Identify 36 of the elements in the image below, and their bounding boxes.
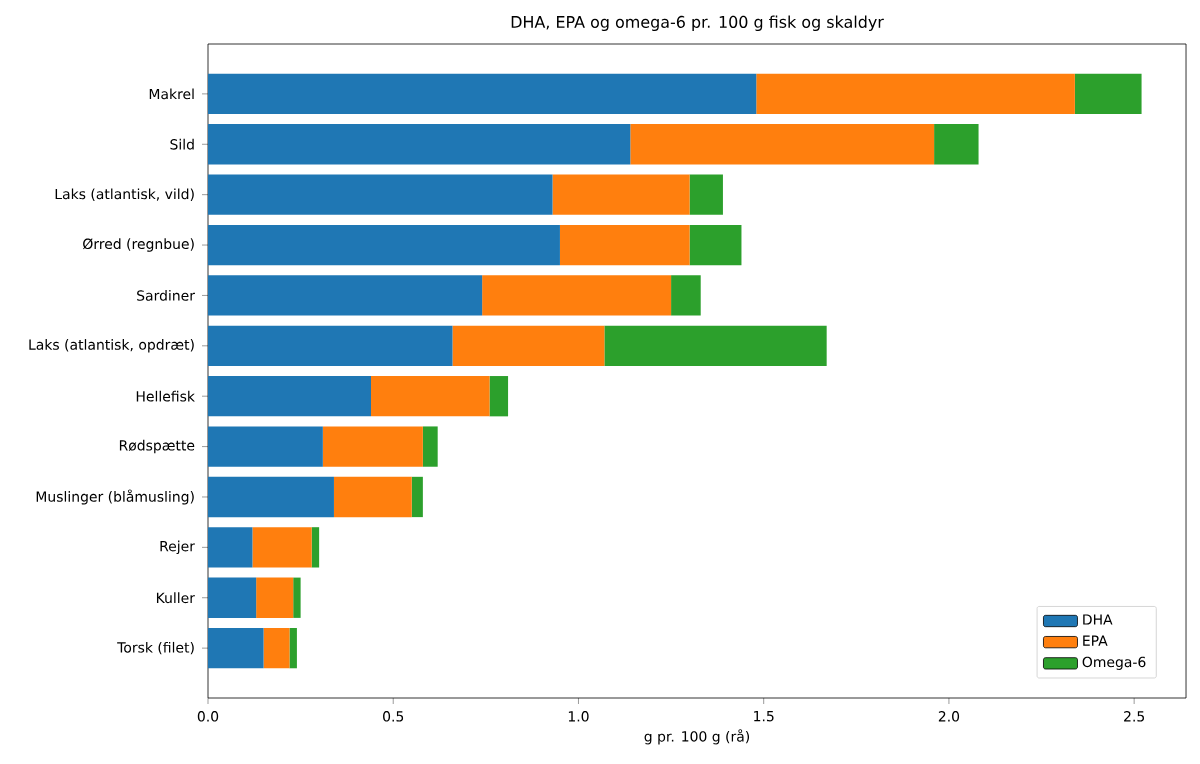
bar xyxy=(208,174,553,215)
bar xyxy=(333,476,412,518)
bar xyxy=(208,224,560,266)
bar xyxy=(934,124,979,165)
bar xyxy=(208,627,264,669)
bar xyxy=(489,376,509,417)
bar xyxy=(689,174,723,215)
bar xyxy=(756,73,1075,115)
bar xyxy=(452,325,605,366)
bar xyxy=(604,325,827,366)
bar xyxy=(1074,73,1142,115)
bar xyxy=(208,577,257,618)
bar xyxy=(208,527,253,568)
bar xyxy=(293,577,301,618)
bar xyxy=(552,174,690,215)
bar xyxy=(263,627,290,669)
bar xyxy=(208,124,631,165)
bar xyxy=(208,73,757,115)
bar xyxy=(482,275,672,316)
bar xyxy=(559,224,690,266)
bar xyxy=(208,426,323,467)
bar xyxy=(322,426,423,467)
bar xyxy=(689,224,742,266)
bar xyxy=(671,275,701,316)
bar xyxy=(289,627,297,669)
bar xyxy=(208,476,334,518)
bar xyxy=(208,275,483,316)
bar xyxy=(256,577,294,618)
bar xyxy=(208,376,371,417)
bar xyxy=(208,325,453,366)
bar xyxy=(311,527,320,568)
bar xyxy=(630,124,935,165)
bar xyxy=(252,527,312,568)
bar xyxy=(411,476,423,518)
bar xyxy=(422,426,438,467)
bar xyxy=(371,376,490,417)
